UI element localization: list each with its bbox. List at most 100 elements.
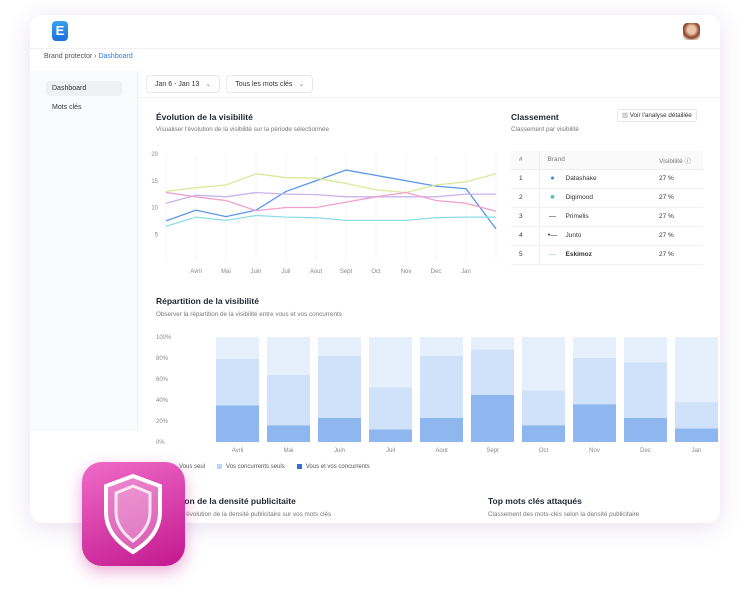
x-tick-label: Nov (589, 448, 600, 454)
bar-segment (471, 394, 514, 442)
visibility-line-chart: Avril Mai Juin Juil Aout Sept Oct Nov Dec Jan 5 10 1… (151, 152, 497, 275)
table-row[interactable]: 1 ● Datashake 27 % (511, 169, 703, 189)
x-tick-label: Nov (401, 269, 412, 275)
bar-segment (522, 425, 565, 442)
bar-segment (471, 349, 514, 395)
legend-label: Vous seul (179, 464, 206, 471)
brand-cell: •— Junto (539, 226, 651, 246)
rank-cell: 2 (511, 188, 540, 208)
y-tick-label: 80% (156, 356, 169, 362)
dashboard-window: E Brand protector › Dashboard Dashboard … (30, 15, 720, 523)
date-range-value: Jan 6 - Jan 13 (155, 81, 200, 88)
bar-segment (522, 390, 565, 426)
x-tick-label: Sept (340, 269, 353, 275)
info-icon[interactable]: ⓘ (684, 157, 692, 165)
avatar[interactable] (683, 23, 700, 40)
x-tick-label: Juin (250, 269, 261, 275)
brand-cell: — Primelis (539, 207, 651, 227)
col-visibility-label: Visibilité (659, 157, 683, 165)
x-tick-label: Juin (334, 448, 345, 454)
y-tick-label: 10 (151, 206, 158, 212)
brand-name: Junto (565, 232, 582, 239)
rank-cell: 4 (511, 226, 540, 246)
table-row[interactable]: 2 ■ Digimood 27 % (511, 188, 703, 208)
x-tick-label: Aout (310, 269, 323, 275)
ranking-table: # Brand Visibilité ⓘ 1 ● Datashake 27 % 2 ■ Digi… (511, 151, 703, 265)
legend-item: Vous et vos concurrents (296, 464, 370, 471)
y-tick-label: 0% (156, 440, 165, 446)
brand-cell: ■ Digimood (539, 188, 651, 208)
brand-logo-icon: — (549, 213, 556, 220)
sidebar-item-dashboard[interactable]: Dashboard (46, 81, 122, 96)
ranking-subtitle: Classement par visibilité (511, 126, 579, 133)
keywords-select[interactable]: Tous les mots clés ⌄ (226, 75, 314, 93)
bar-segment (420, 337, 463, 356)
y-tick-label: 60% (156, 377, 169, 383)
chevron-down-icon: ⌄ (205, 81, 212, 88)
chevron-down-icon: ⌄ (298, 81, 305, 88)
x-tick-label: Juil (281, 269, 290, 275)
brand-name: Digimood (565, 194, 593, 201)
x-tick-label: Oct (371, 269, 381, 275)
series-line (165, 169, 497, 230)
top-keywords-subtitle: Classement des mots-clés selon la densit… (488, 511, 640, 518)
x-tick-label: Dec (640, 448, 651, 454)
bar-segment (573, 404, 616, 442)
x-tick-label: Sept (486, 448, 499, 454)
top-keywords-title: Top mots clés attaqués (488, 496, 582, 506)
ad-density-title: Évolution de la densité publicitaite (156, 496, 296, 506)
brand-cell: — Eskimoz (539, 245, 651, 265)
bar-segment (369, 337, 412, 388)
visibility-cell: 27 % (651, 169, 703, 189)
date-range-select[interactable]: Jan 6 - Jan 13 ⌄ (146, 75, 221, 93)
detailed-analysis-label: Voir l'analyse détaillée (629, 112, 692, 119)
breadcrumb-dashboard[interactable]: Dashboard (98, 53, 133, 60)
brand-name: Primelis (565, 213, 589, 220)
breadcrumb-brand-protector[interactable]: Brand protector (44, 53, 93, 60)
bar-segment (675, 428, 718, 442)
bar-chart-icon: ▥ (622, 112, 630, 119)
bar-segment (318, 355, 361, 418)
detailed-analysis-button[interactable]: ▥ Voir l'analyse détaillée (617, 109, 697, 122)
brand-protector-app-icon (82, 462, 185, 566)
brand-name: Datashake (565, 175, 597, 182)
series-line (165, 191, 496, 204)
bar-segment (420, 417, 463, 442)
x-tick-label: Jan (461, 269, 471, 275)
app-logo[interactable]: E (52, 21, 68, 41)
bar-segment (522, 337, 565, 391)
x-tick-label: Mai (284, 448, 294, 454)
y-tick-label: 20 (151, 152, 158, 158)
rank-cell: 5 (511, 245, 540, 265)
legend-item: Vos concurrents seuls (217, 464, 285, 470)
col-brand: Brand (539, 151, 651, 170)
legend-label: Vos concurrents seuls (226, 464, 285, 471)
table-row[interactable]: 3 — Primelis 27 % (511, 207, 703, 227)
ad-density-subtitle: Observer l'évolution de la densité publi… (156, 511, 332, 518)
breadcrumb: Brand protector › Dashboard (44, 53, 133, 60)
visibility-cell: 27 % (651, 226, 703, 246)
bar-segment (624, 337, 667, 363)
table-row[interactable]: 5 — Eskimoz 27 % (511, 245, 703, 265)
bar-segment (216, 405, 259, 442)
legend-label: Vous et vos concurrents (305, 464, 370, 471)
bar-segment (624, 362, 667, 418)
brand-logo-icon: ■ (550, 194, 555, 201)
x-tick-label: Avril (232, 448, 244, 454)
series-line (165, 214, 496, 227)
bar-segment (369, 429, 412, 442)
bar-legend: Vous seul Vos concurrents seuls Vous et … (170, 464, 370, 470)
sidebar-item-mots-cles[interactable]: Mots clés (52, 104, 82, 111)
bar-segment (675, 337, 718, 403)
bar-segment (267, 337, 310, 375)
visibility-bar-chart: 0% 20% 40% 60% 80% 100% Avril Mai Juin Juil Aout Se… (156, 335, 718, 454)
brand-name: Eskimoz (565, 251, 592, 258)
bar-segment (675, 402, 718, 429)
bar-segment (369, 387, 412, 430)
table-row[interactable]: 4 •— Junto 27 % (511, 226, 703, 246)
x-tick-label: Mai (221, 269, 231, 275)
divider (138, 97, 720, 98)
x-tick-label: Jan (692, 448, 702, 454)
y-tick-label: 5 (155, 232, 159, 238)
y-tick-label: 40% (156, 398, 169, 404)
